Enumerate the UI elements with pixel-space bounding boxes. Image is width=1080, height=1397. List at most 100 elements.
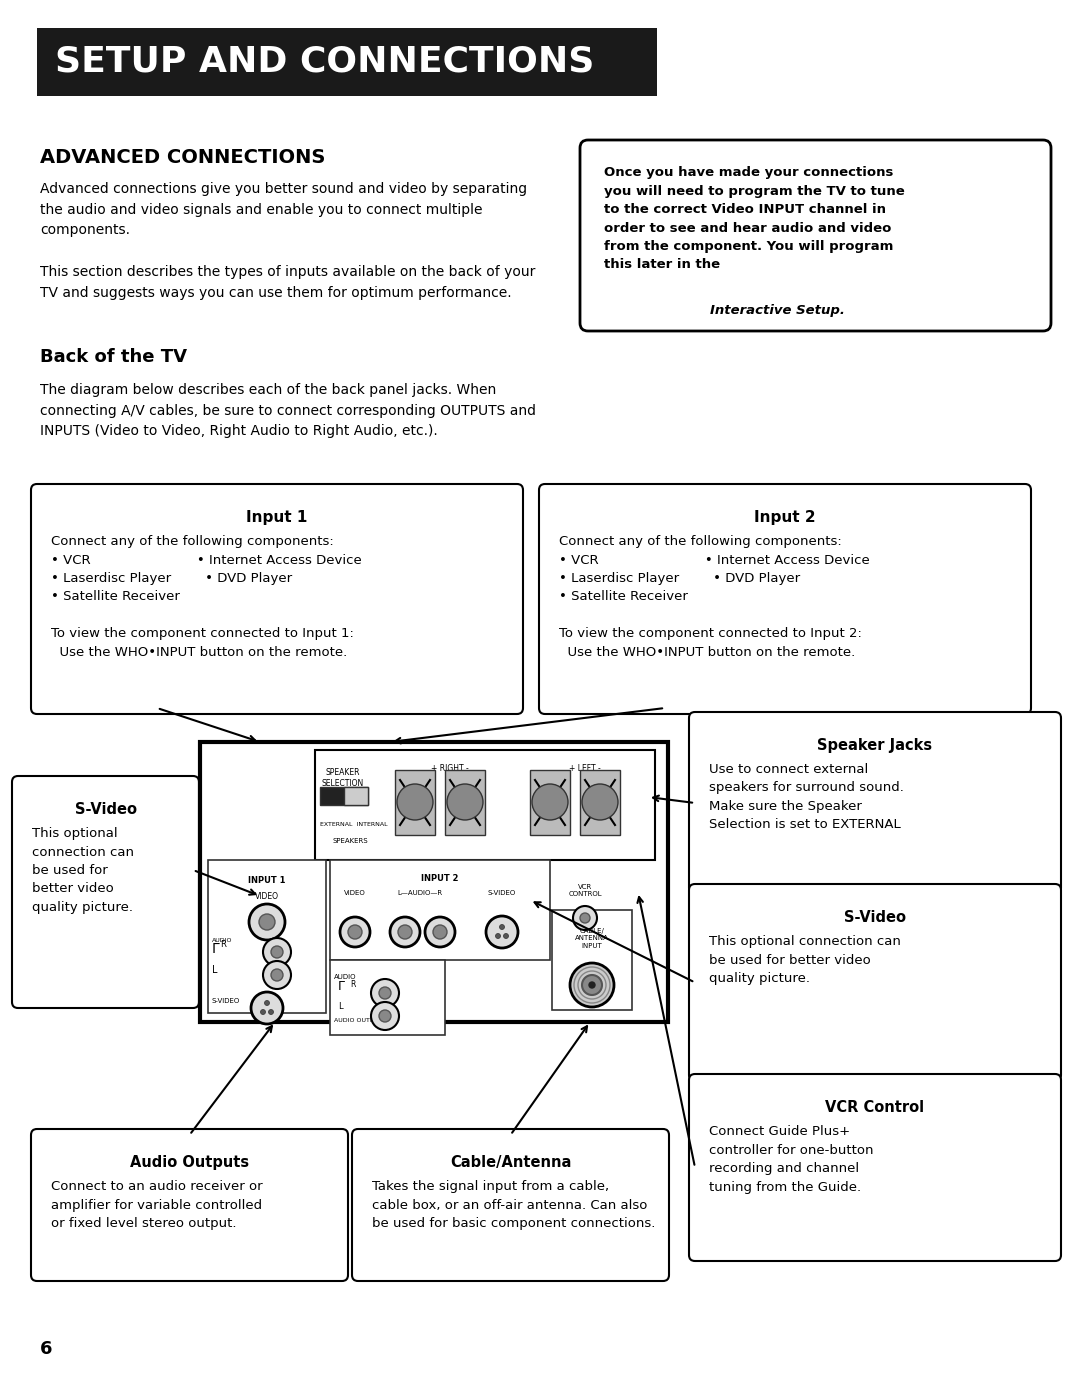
Text: Audio Outputs: Audio Outputs [130,1155,249,1171]
Circle shape [390,916,420,947]
Circle shape [264,961,291,989]
Text: Γ: Γ [212,942,219,956]
Text: + RIGHT -: + RIGHT - [431,764,469,773]
Text: The diagram below describes each of the back panel jacks. When
connecting A/V ca: The diagram below describes each of the … [40,383,536,439]
Circle shape [348,925,362,939]
Text: Use to connect external
speakers for surround sound.
Make sure the Speaker
Selec: Use to connect external speakers for sur… [708,763,904,831]
Text: L: L [338,1002,342,1011]
Circle shape [582,975,602,995]
Text: SPEAKER
SELECTION: SPEAKER SELECTION [322,768,364,788]
Circle shape [433,925,447,939]
Circle shape [582,784,618,820]
Circle shape [249,904,285,940]
Text: Input 1: Input 1 [246,510,308,525]
Text: EXTERNAL  INTERNAL: EXTERNAL INTERNAL [320,821,388,827]
Text: AUDIO: AUDIO [212,937,232,943]
Circle shape [532,784,568,820]
Text: This optional connection can
be used for better video
quality picture.: This optional connection can be used for… [708,935,901,985]
Circle shape [447,784,483,820]
Text: Connect to an audio receiver or
amplifier for variable controlled
or fixed level: Connect to an audio receiver or amplifie… [51,1180,262,1229]
Text: R: R [350,981,355,989]
Circle shape [573,907,597,930]
Bar [345,787,368,805]
Circle shape [496,933,500,939]
Circle shape [580,914,590,923]
Bar [445,770,485,835]
Text: Connect any of the following components:
• VCR                         • Interne: Connect any of the following components:… [559,535,869,659]
Text: SETUP AND CONNECTIONS: SETUP AND CONNECTIONS [55,45,594,80]
FancyBboxPatch shape [689,1074,1061,1261]
Bar [330,861,550,960]
Text: Connect Guide Plus+
controller for one-button
recording and channel
tuning from : Connect Guide Plus+ controller for one-b… [708,1125,874,1193]
Text: VIDEO: VIDEO [255,893,279,901]
FancyBboxPatch shape [31,483,523,714]
Bar [552,909,632,1010]
Circle shape [265,1000,270,1006]
Text: VCR
CONTROL: VCR CONTROL [568,884,602,897]
Circle shape [264,937,291,965]
Text: Connect any of the following components:
• VCR                         • Interne: Connect any of the following components:… [51,535,362,659]
Text: Interactive Setup.: Interactive Setup. [710,305,845,317]
Circle shape [340,916,370,947]
FancyBboxPatch shape [352,1129,669,1281]
FancyBboxPatch shape [12,775,199,1009]
Bar [395,770,435,835]
Circle shape [379,1010,391,1023]
Text: ADVANCED CONNECTIONS: ADVANCED CONNECTIONS [40,148,325,168]
Circle shape [372,979,399,1007]
Circle shape [397,784,433,820]
Text: Γ: Γ [338,981,345,993]
Circle shape [251,992,283,1024]
Circle shape [589,982,595,988]
Text: L: L [212,965,217,975]
Circle shape [486,916,518,949]
Bar [530,770,570,835]
Text: Advanced connections give you better sound and video by separating
the audio and: Advanced connections give you better sou… [40,182,527,237]
Circle shape [426,916,455,947]
Text: SPEAKERS: SPEAKERS [333,838,368,844]
Bar [200,742,669,1023]
Bar [580,770,620,835]
Circle shape [372,1002,399,1030]
Text: This optional
connection can
be used for
better video
quality picture.: This optional connection can be used for… [32,827,134,914]
FancyBboxPatch shape [580,140,1051,331]
Text: AUDIO OUTPUT: AUDIO OUTPUT [334,1018,382,1023]
Bar [37,28,657,96]
Text: This section describes the types of inputs available on the back of your
TV and : This section describes the types of inpu… [40,265,536,299]
FancyBboxPatch shape [31,1129,348,1281]
Text: Back of the TV: Back of the TV [40,348,187,366]
Circle shape [379,988,391,999]
Circle shape [499,925,504,929]
FancyBboxPatch shape [689,712,1061,894]
Text: CABLE/
ANTENNA
INPUT: CABLE/ ANTENNA INPUT [575,928,609,949]
Text: S-Video: S-Video [75,802,136,817]
Circle shape [570,963,615,1007]
Text: AUDIO: AUDIO [334,974,356,981]
Circle shape [271,946,283,958]
Bar [330,960,445,1035]
Circle shape [260,1010,266,1014]
FancyBboxPatch shape [539,483,1031,714]
FancyBboxPatch shape [689,884,1061,1081]
Text: Takes the signal input from a cable,
cable box, or an off-air antenna. Can also
: Takes the signal input from a cable, cab… [372,1180,656,1229]
Circle shape [503,933,509,939]
Text: S-Video: S-Video [843,909,906,925]
Text: Cable/Antenna: Cable/Antenna [449,1155,571,1171]
Text: INPUT 2: INPUT 2 [421,875,459,883]
Text: VCR Control: VCR Control [825,1099,924,1115]
Text: S-VIDEO: S-VIDEO [212,997,240,1004]
Text: Input 2: Input 2 [754,510,815,525]
Bar [315,750,654,861]
Text: 6: 6 [40,1340,53,1358]
Bar [320,787,368,805]
Text: Speaker Jacks: Speaker Jacks [818,738,932,753]
Text: VIDEO: VIDEO [345,890,366,895]
Circle shape [269,1010,273,1014]
Circle shape [259,914,275,930]
Text: S-VIDEO: S-VIDEO [488,890,516,895]
Text: Once you have made your connections
you will need to program the TV to tune
to t: Once you have made your connections you … [604,166,905,271]
Text: + LEFT -: + LEFT - [569,764,600,773]
Circle shape [399,925,411,939]
Circle shape [271,970,283,981]
Bar [208,861,326,1013]
